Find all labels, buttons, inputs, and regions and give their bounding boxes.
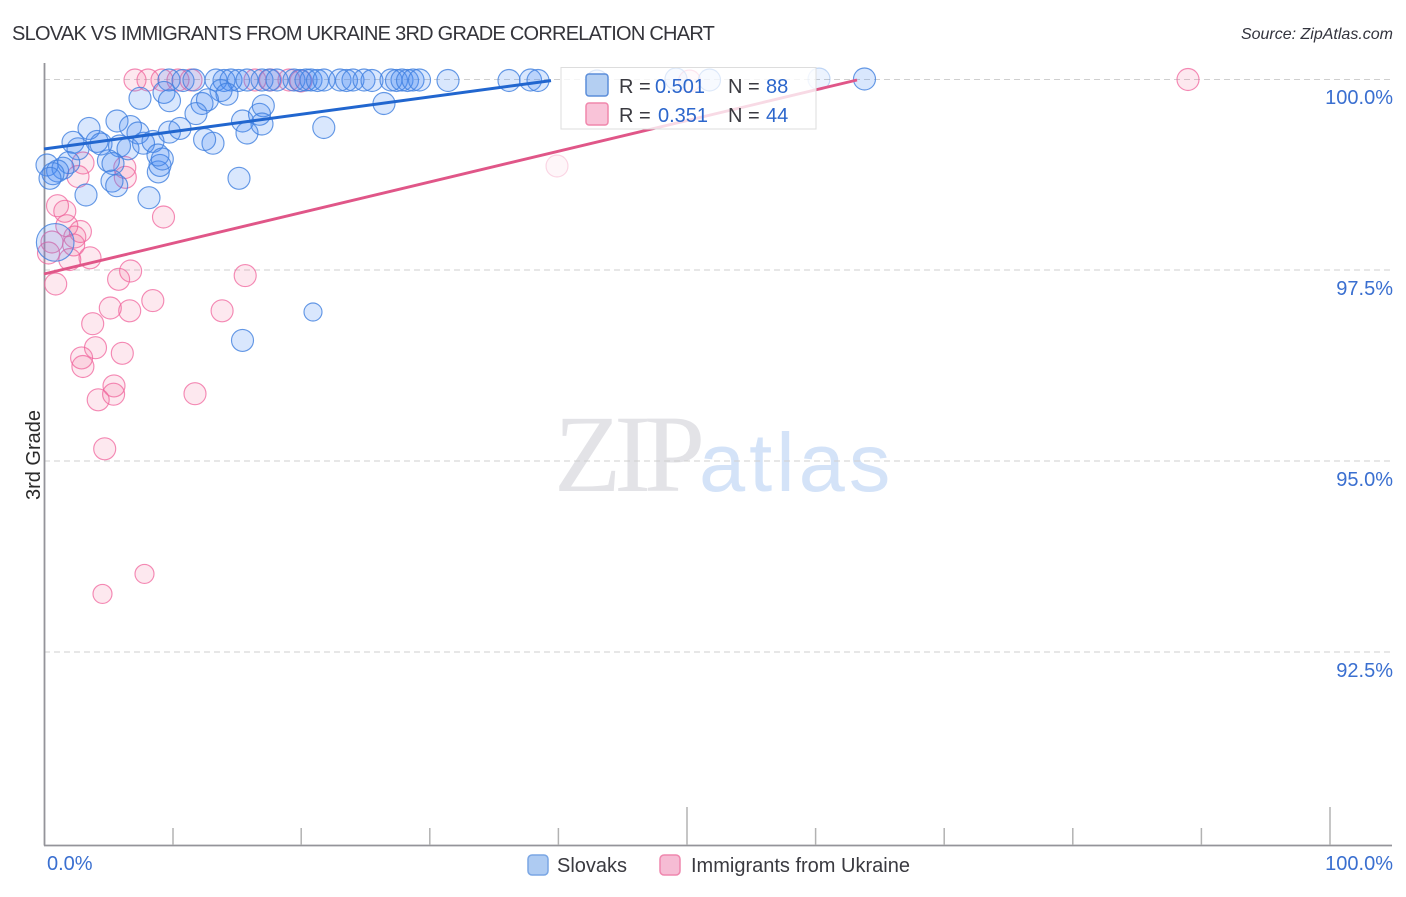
svg-text:0.351: 0.351 bbox=[658, 105, 708, 127]
svg-text:92.5%: 92.5% bbox=[1336, 660, 1393, 682]
svg-text:Slovaks: Slovaks bbox=[557, 855, 627, 877]
svg-text:Source: ZipAtlas.com: Source: ZipAtlas.com bbox=[1241, 26, 1393, 43]
svg-text:97.5%: 97.5% bbox=[1336, 278, 1393, 300]
svg-text:88: 88 bbox=[766, 76, 788, 98]
svg-text:95.0%: 95.0% bbox=[1336, 469, 1393, 491]
svg-text:SLOVAK VS IMMIGRANTS FROM UKRA: SLOVAK VS IMMIGRANTS FROM UKRAINE 3RD GR… bbox=[12, 23, 715, 45]
svg-text:N =: N = bbox=[728, 105, 760, 127]
svg-text:Immigrants from Ukraine: Immigrants from Ukraine bbox=[691, 855, 910, 877]
svg-text:100.0%: 100.0% bbox=[1325, 853, 1393, 875]
svg-text:3rd Grade: 3rd Grade bbox=[23, 410, 45, 500]
svg-text:100.0%: 100.0% bbox=[1325, 87, 1393, 109]
svg-text:R =: R = bbox=[619, 76, 651, 98]
svg-text:44: 44 bbox=[766, 105, 788, 127]
svg-text:0.0%: 0.0% bbox=[47, 853, 93, 875]
svg-text:N =: N = bbox=[728, 76, 760, 98]
svg-text:R =: R = bbox=[619, 105, 651, 127]
svg-text:0.501: 0.501 bbox=[655, 76, 705, 98]
svg-text:atlas: atlas bbox=[699, 416, 894, 509]
svg-text:ZIP: ZIP bbox=[554, 393, 701, 515]
